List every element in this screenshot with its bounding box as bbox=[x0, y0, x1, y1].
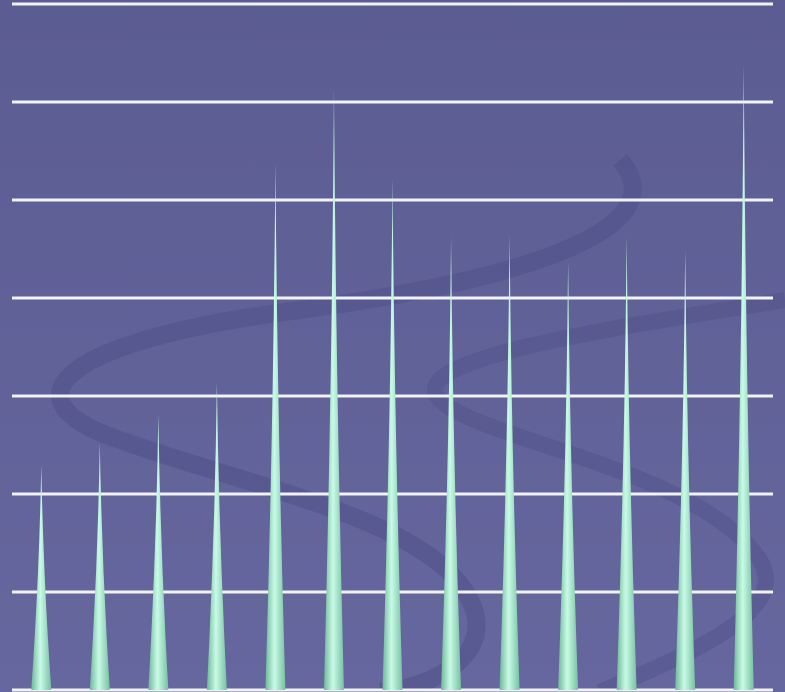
spike bbox=[558, 261, 579, 690]
spike bbox=[616, 236, 637, 690]
spike bbox=[382, 178, 403, 690]
spike bbox=[31, 464, 52, 690]
swirl bbox=[51, 154, 642, 692]
spike bbox=[89, 443, 110, 690]
spike bbox=[148, 414, 169, 690]
spike bbox=[265, 162, 286, 690]
spike bbox=[441, 236, 462, 690]
spike bbox=[499, 234, 520, 691]
spike bbox=[733, 64, 754, 690]
spike bbox=[206, 383, 227, 690]
spike bbox=[323, 88, 344, 690]
spike bbox=[675, 249, 696, 691]
spikes bbox=[31, 64, 754, 691]
